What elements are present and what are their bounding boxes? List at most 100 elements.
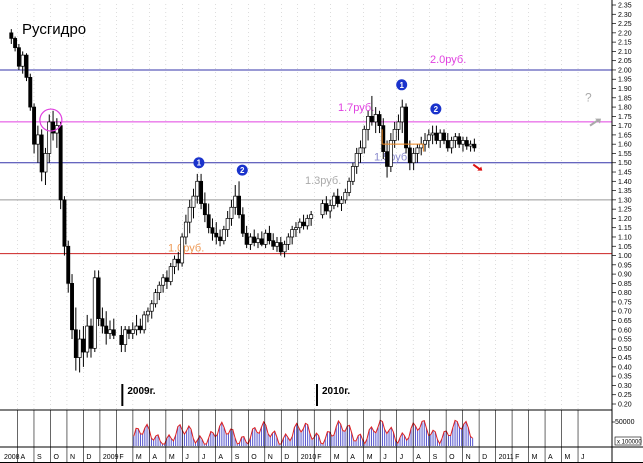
x-tick-label: N bbox=[70, 454, 75, 461]
x-tick-label: A bbox=[20, 454, 25, 461]
candle-body bbox=[218, 236, 223, 242]
candle-body bbox=[263, 232, 268, 245]
candle-body bbox=[195, 180, 200, 197]
x-tick-label: F bbox=[515, 454, 519, 461]
candle-body bbox=[20, 54, 25, 67]
x-tick-label: O bbox=[251, 454, 257, 461]
candle-body bbox=[32, 106, 37, 145]
candle-body bbox=[28, 77, 33, 108]
y-tick-label: 2.00 bbox=[618, 67, 632, 74]
y-tick-label: 0.45 bbox=[618, 355, 632, 362]
candle-body bbox=[191, 195, 196, 208]
x-tick-label: J bbox=[185, 454, 189, 461]
candle-body bbox=[142, 314, 147, 331]
y-tick-label: 1.10 bbox=[618, 234, 632, 241]
candle-body bbox=[267, 232, 272, 242]
y-tick-label: 0.75 bbox=[618, 299, 632, 306]
up-arrow-head bbox=[595, 118, 601, 124]
candle-body bbox=[210, 227, 215, 234]
x-tick-label: M bbox=[334, 454, 340, 461]
candle-body bbox=[457, 136, 462, 145]
candle-body bbox=[442, 132, 446, 141]
x-tick-label: S bbox=[433, 454, 438, 461]
volume-multiplier-label: x 100000 bbox=[617, 440, 642, 446]
y-tick-label: 0.85 bbox=[618, 281, 632, 288]
candle-body bbox=[225, 218, 230, 230]
candle-body bbox=[453, 136, 458, 141]
x-tick-label: J bbox=[581, 454, 585, 461]
y-tick-label: 0.20 bbox=[618, 402, 632, 409]
volume-panel bbox=[0, 409, 612, 446]
candle-body bbox=[354, 153, 359, 167]
candle-body bbox=[206, 214, 211, 229]
x-tick-label: A bbox=[152, 454, 157, 461]
y-tick-label: 1.90 bbox=[618, 86, 632, 93]
candle-body bbox=[449, 140, 454, 149]
candle-body bbox=[85, 325, 90, 353]
candle-body bbox=[13, 38, 18, 49]
candle-body bbox=[426, 134, 431, 141]
candle-body bbox=[108, 329, 112, 334]
question-mark: ? bbox=[585, 91, 592, 105]
candle-body bbox=[9, 32, 14, 39]
candle-body bbox=[468, 143, 473, 147]
candle-body bbox=[35, 134, 40, 145]
candle-body bbox=[24, 54, 29, 78]
candle-body bbox=[392, 128, 397, 141]
x-tick-label: M bbox=[169, 454, 175, 461]
candle-body bbox=[214, 232, 219, 238]
y-tick-label: 1.00 bbox=[618, 253, 632, 260]
candle-body bbox=[461, 140, 465, 145]
y-tick-label: 0.65 bbox=[618, 318, 632, 325]
candle-body bbox=[434, 132, 439, 141]
candle-body bbox=[438, 132, 443, 141]
y-tick-label: 0.60 bbox=[618, 327, 632, 334]
candle-body bbox=[145, 310, 150, 316]
candle-body bbox=[96, 277, 101, 319]
candle-body bbox=[472, 143, 477, 149]
candle-body bbox=[362, 128, 367, 149]
candle-body bbox=[104, 325, 109, 334]
y-tick-label: 0.70 bbox=[618, 309, 632, 316]
y-tick-label: 0.30 bbox=[618, 383, 632, 390]
candle-body bbox=[123, 329, 128, 345]
candle-body bbox=[187, 206, 192, 223]
candle-body bbox=[430, 132, 435, 136]
x-tick-label: D bbox=[86, 454, 91, 461]
candle-body bbox=[58, 125, 63, 201]
candle-body bbox=[180, 236, 185, 264]
candle-body bbox=[134, 325, 139, 331]
x-tick-label: A bbox=[548, 454, 553, 461]
x-tick-label: O bbox=[53, 454, 59, 461]
candle-body bbox=[51, 121, 56, 134]
candle-body bbox=[373, 114, 378, 123]
candle-body bbox=[199, 180, 204, 204]
y-tick-label: 1.30 bbox=[618, 197, 632, 204]
y-tick-label: 0.50 bbox=[618, 346, 632, 353]
candle-body bbox=[290, 229, 295, 238]
wave-marker-label: 1 bbox=[399, 81, 404, 90]
price-level-label: 1.3руб. bbox=[305, 175, 341, 187]
y-tick-label: 1.60 bbox=[618, 142, 632, 149]
candle-body bbox=[286, 236, 291, 245]
x-tick-label: J bbox=[383, 454, 387, 461]
x-tick-label: M bbox=[532, 454, 538, 461]
y-tick-label: 1.35 bbox=[618, 188, 632, 195]
x-tick-label: F bbox=[119, 454, 123, 461]
year-label: 2010г. bbox=[322, 386, 350, 397]
candle-body bbox=[335, 195, 340, 204]
candle-body bbox=[377, 114, 382, 126]
y-tick-label: 1.55 bbox=[618, 151, 632, 158]
down-arrow-head bbox=[477, 166, 483, 171]
candle-body bbox=[271, 240, 276, 247]
y-tick-label: 1.95 bbox=[618, 77, 632, 84]
x-tick-label: O bbox=[449, 454, 455, 461]
y-tick-label: 0.55 bbox=[618, 337, 632, 344]
x-tick-label: 2011 bbox=[499, 454, 514, 461]
x-tick-label: M bbox=[565, 454, 571, 461]
x-tick-label: M bbox=[367, 454, 373, 461]
candle-body bbox=[73, 329, 78, 358]
chart-title: Русгидро bbox=[22, 21, 86, 38]
